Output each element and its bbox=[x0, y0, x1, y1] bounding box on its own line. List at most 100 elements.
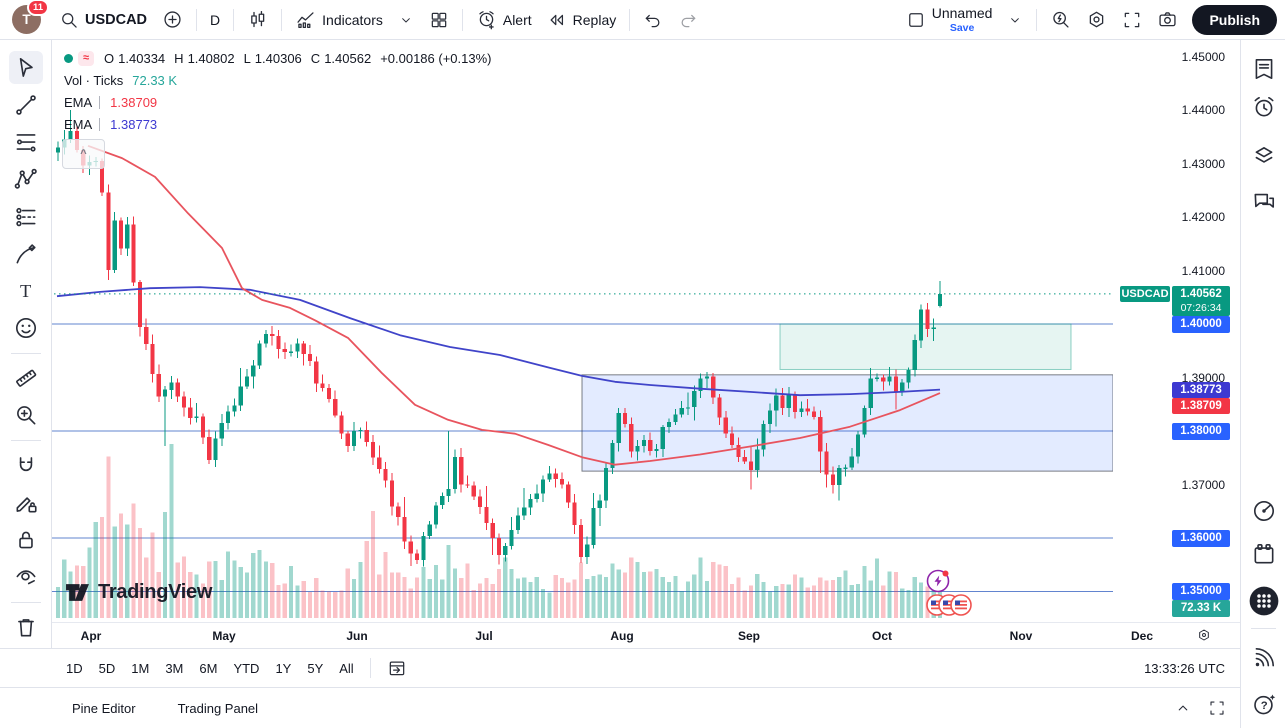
pine-editor-tab[interactable]: Pine Editor bbox=[72, 700, 136, 716]
price-axis[interactable]: USDCAD 1.40562 07:26:34 1.38773 1.38709 … bbox=[1113, 40, 1240, 622]
publish-button[interactable]: Publish bbox=[1192, 4, 1277, 35]
tool-text-tool-button[interactable]: T bbox=[9, 274, 43, 307]
symbol-price-label: USDCAD bbox=[1120, 285, 1170, 302]
bar-replay-button[interactable]: Replay bbox=[540, 5, 624, 35]
divider bbox=[10, 601, 41, 603]
ema-blue-price-badge: 1.38773 bbox=[1172, 381, 1230, 398]
timezone-settings-icon[interactable] bbox=[1196, 627, 1212, 643]
notification-badge: 11 bbox=[26, 0, 49, 16]
go-to-date-button[interactable] bbox=[379, 653, 415, 683]
layout-select-button[interactable]: Unnamed Save bbox=[899, 0, 1000, 38]
candlestick-chart[interactable] bbox=[52, 40, 1113, 622]
fullscreen-icon bbox=[1122, 10, 1142, 30]
save-layout-label[interactable]: Save bbox=[949, 21, 975, 34]
tool-brush-button[interactable] bbox=[9, 237, 43, 270]
legend-ema-blue-row[interactable]: EMA 1.38773 bbox=[64, 114, 157, 135]
price-tick: 1.39000 bbox=[1181, 370, 1225, 385]
time-axis[interactable]: Apr May Jun Jul Aug Sep Oct Nov Dec bbox=[52, 622, 1240, 648]
panel-expand-icon[interactable] bbox=[1174, 699, 1192, 717]
bar-countdown: 07:26:34 bbox=[1180, 301, 1222, 314]
month-label-may: May bbox=[212, 629, 236, 643]
fullscreen-button[interactable] bbox=[1115, 5, 1149, 35]
user-avatar[interactable]: T 11 bbox=[12, 0, 49, 34]
tool-forecast-button[interactable] bbox=[9, 200, 43, 233]
price-tick: 1.42000 bbox=[1181, 210, 1225, 224]
trading-panel-tab[interactable]: Trading Panel bbox=[177, 700, 259, 716]
snapshot-button[interactable] bbox=[1150, 4, 1185, 35]
sidebar-alerts-button[interactable] bbox=[1248, 91, 1279, 122]
redo-icon bbox=[678, 10, 698, 30]
divider bbox=[99, 96, 101, 109]
month-label-sep: Sep bbox=[737, 629, 761, 643]
sidebar-apps-button[interactable] bbox=[1248, 585, 1279, 616]
indicator-templates-button[interactable] bbox=[391, 7, 421, 33]
ema-red-value: 1.38709 bbox=[110, 95, 158, 110]
undo-button[interactable] bbox=[636, 5, 670, 35]
tool-ruler-button[interactable] bbox=[9, 362, 43, 395]
range-5y-button[interactable]: 5Y bbox=[299, 656, 331, 681]
sidebar-calendar-button[interactable] bbox=[1248, 538, 1279, 569]
interval-button[interactable]: D bbox=[203, 7, 227, 33]
range-1m-button[interactable]: 1M bbox=[123, 656, 157, 681]
tool-trend-line-button[interactable] bbox=[9, 88, 43, 121]
legend-ema-red-row[interactable]: EMA 1.38709 bbox=[64, 92, 157, 113]
range-ytd-button[interactable]: YTD bbox=[225, 656, 267, 681]
tool-fib-retracement-button[interactable] bbox=[9, 125, 43, 158]
indicators-button[interactable]: Indicators bbox=[288, 4, 390, 35]
chart-type-button[interactable] bbox=[240, 4, 275, 35]
tool-remove-drawings-button[interactable] bbox=[9, 611, 43, 644]
legend-collapse-chip[interactable]: ^ bbox=[62, 139, 105, 169]
high-value: 1.40802 bbox=[187, 51, 235, 66]
tool-lock-all-button[interactable] bbox=[9, 523, 43, 556]
month-label-nov: Nov bbox=[1009, 629, 1033, 643]
tool-magnet-button[interactable] bbox=[9, 449, 43, 482]
divider bbox=[233, 8, 235, 31]
redo-button[interactable] bbox=[671, 5, 705, 35]
compare-add-button[interactable] bbox=[155, 4, 190, 35]
range-3m-button[interactable]: 3M bbox=[157, 656, 191, 681]
tool-emoji-button[interactable] bbox=[9, 311, 43, 344]
range-6m-button[interactable]: 6M bbox=[191, 656, 225, 681]
svg-text:T: T bbox=[20, 281, 31, 301]
chevron-down-icon bbox=[398, 12, 414, 28]
legend-volume-row[interactable]: Vol · Ticks 72.33 K bbox=[64, 70, 177, 91]
sidebar-help-button[interactable]: ? bbox=[1248, 688, 1279, 719]
chart-settings-button[interactable] bbox=[1079, 4, 1114, 35]
tool-xabcd-pattern-button[interactable] bbox=[9, 163, 43, 196]
text-tool-icon: T bbox=[13, 278, 39, 304]
panel-maximize-icon[interactable] bbox=[1208, 699, 1226, 717]
event-alert-marker bbox=[926, 569, 950, 593]
open-value: 1.40334 bbox=[118, 51, 166, 66]
change-value: +0.00186 (+0.13%) bbox=[380, 51, 492, 66]
level-price-badge: 1.40000 bbox=[1172, 315, 1230, 333]
replay-label: Replay bbox=[572, 11, 617, 28]
range-all-button[interactable]: All bbox=[331, 656, 361, 681]
sidebar-chat-button[interactable] bbox=[1248, 185, 1279, 216]
quick-search-button[interactable] bbox=[1043, 4, 1078, 35]
multichart-layout-button[interactable] bbox=[422, 5, 456, 35]
remove-drawings-icon bbox=[13, 614, 39, 640]
sidebar-data-feed-button[interactable] bbox=[1248, 642, 1279, 673]
chat-icon bbox=[1251, 188, 1277, 214]
ruler-icon bbox=[13, 365, 39, 391]
range-1d-button[interactable]: 1D bbox=[58, 656, 91, 681]
create-alert-button[interactable]: Alert bbox=[469, 4, 539, 35]
chevron-down-icon bbox=[1007, 12, 1023, 28]
tool-zoom-in-button[interactable] bbox=[9, 399, 43, 432]
range-5d-button[interactable]: 5D bbox=[91, 656, 124, 681]
range-1y-button[interactable]: 1Y bbox=[267, 656, 299, 681]
price-tick: 1.37000 bbox=[1181, 477, 1225, 492]
tool-hide-drawings-button[interactable] bbox=[9, 561, 43, 594]
layout-dropdown-button[interactable] bbox=[1000, 7, 1030, 33]
month-label-jul: Jul bbox=[475, 629, 493, 643]
tool-cursor-button[interactable] bbox=[8, 51, 43, 85]
symbol-search-button[interactable]: USDCAD bbox=[52, 5, 154, 35]
sidebar-screener-button[interactable] bbox=[1248, 495, 1279, 526]
legend-ohlc-row[interactable]: ≈ O 1.40334 H 1.40802 L 1.40306 C 1.40562 +0… bbox=[64, 48, 498, 69]
bottom-toolbar: 1D 5D 1M 3M 6M YTD 1Y 5Y All 13:33:26 UTC bbox=[0, 648, 1240, 688]
sidebar-watchlist-button[interactable] bbox=[1248, 53, 1279, 84]
tool-drawing-mode-lock-button[interactable] bbox=[9, 486, 43, 519]
fib-retracement-icon bbox=[13, 129, 39, 155]
server-clock[interactable]: 13:33:26 UTC bbox=[1144, 660, 1225, 676]
sidebar-object-tree-button[interactable] bbox=[1248, 140, 1279, 171]
